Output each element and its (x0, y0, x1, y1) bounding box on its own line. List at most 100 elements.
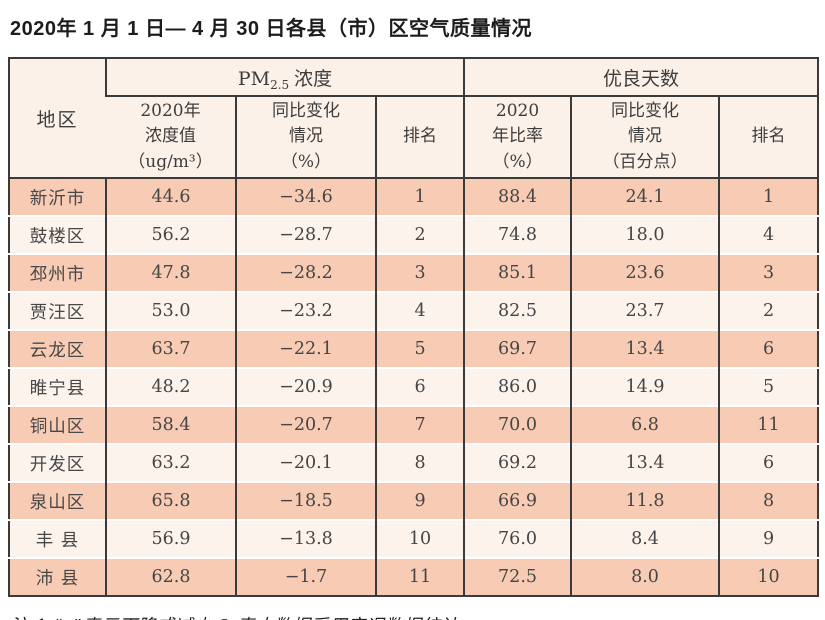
good-ratio-cell: 69.7 (463, 330, 572, 368)
table-header: 地区 PM2.5 浓度 优良天数 2020年 浓度值 （ug/m³） 同比变化 情… (9, 58, 819, 179)
region-cell: 新沂市 (29, 188, 86, 209)
pm-rank-cell: 7 (374, 406, 465, 444)
good-rank-cell: 1 (718, 178, 819, 216)
header-sub-row: 2020年 浓度值 （ug/m³） 同比变化 情况 （%） 排名 2020 年比… (9, 96, 819, 179)
pm-value-cell: 56.2 (105, 216, 236, 254)
pm-rank-cell: 2 (374, 216, 465, 254)
region-cell: 丰 县 (35, 530, 80, 551)
air-quality-table: 地区 PM2.5 浓度 优良天数 2020年 浓度值 （ug/m³） 同比变化 情… (8, 57, 820, 597)
pm-change-cell: −20.7 (235, 406, 376, 444)
pm-value-cell: 63.7 (105, 330, 236, 368)
good-rank-cell: 5 (718, 368, 819, 406)
good-change-cell: 6.8 (570, 406, 720, 444)
header-group-row: 地区 PM2.5 浓度 优良天数 (9, 58, 819, 179)
header-pm-rank: 排名 (374, 96, 465, 179)
pm-value-cell: 63.2 (105, 444, 236, 482)
page-title: 2020年 1 月 1 日— 4 月 30 日各县（市）区空气质量情况 (10, 18, 533, 40)
pm-change-cell: −28.2 (235, 254, 376, 292)
good-rank-cell: 8 (718, 482, 819, 520)
pm-rank-cell: 9 (374, 482, 465, 520)
good-ratio-cell: 70.0 (463, 406, 572, 444)
good-change-cell: 18.0 (570, 216, 720, 254)
good-rank-cell: 6 (718, 444, 819, 482)
region-cell: 沛 县 (35, 568, 80, 589)
good-change-cell: 13.4 (570, 444, 720, 482)
table-row: 云龙区 63.7 −22.1 5 69.7 13.4 6 (9, 330, 819, 368)
region-cell: 邳州市 (29, 264, 86, 285)
good-change-cell: 11.8 (570, 482, 720, 520)
pm-change-cell: −20.1 (235, 444, 376, 482)
table-body: 新沂市 44.6 −34.6 1 88.4 24.1 1 鼓楼区 56.2 −2… (9, 178, 819, 596)
pm-rank-cell: 4 (374, 292, 465, 330)
pm-change-cell: −18.5 (235, 482, 376, 520)
table-row: 新沂市 44.6 −34.6 1 88.4 24.1 1 (9, 178, 819, 216)
good-change-cell: 14.9 (570, 368, 720, 406)
table-row: 泉山区 65.8 −18.5 9 66.9 11.8 8 (9, 482, 819, 520)
pm-rank-cell: 3 (374, 254, 465, 292)
pm-rank-cell: 10 (374, 520, 465, 558)
header-good-rank: 排名 (718, 96, 819, 179)
pm-change-cell: −22.1 (235, 330, 376, 368)
pm-rank-cell: 5 (374, 330, 465, 368)
pm-change-cell: −1.7 (235, 558, 376, 596)
good-change-cell: 8.0 (570, 558, 720, 596)
region-cell: 铜山区 (29, 416, 86, 437)
region-cell: 睢宁县 (29, 378, 86, 399)
region-cell: 云龙区 (29, 340, 86, 361)
header-good-change: 同比变化 情况 （百分点） (570, 96, 720, 179)
good-ratio-cell: 86.0 (463, 368, 572, 406)
table-row: 沛 县 62.8 −1.7 11 72.5 8.0 10 (9, 558, 819, 596)
pm-value-cell: 53.0 (105, 292, 236, 330)
good-ratio-cell: 66.9 (463, 482, 572, 520)
pm25-label-prefix: PM (237, 67, 271, 90)
pm-rank-cell: 8 (374, 444, 465, 482)
good-rank-cell: 2 (718, 292, 819, 330)
pm-change-cell: −23.2 (235, 292, 376, 330)
region-cell: 泉山区 (29, 492, 86, 513)
good-change-cell: 24.1 (570, 178, 720, 216)
header-group-good-days: 优良天数 (463, 58, 819, 97)
table-row: 贾汪区 53.0 −23.2 4 82.5 23.7 2 (9, 292, 819, 330)
good-rank-cell: 11 (718, 406, 819, 444)
table-row: 开发区 63.2 −20.1 8 69.2 13.4 6 (9, 444, 819, 482)
pm-rank-cell: 1 (374, 178, 465, 216)
header-good-ratio: 2020 年比率 （%） (463, 96, 572, 179)
header-pm-change: 同比变化 情况 （%） (235, 96, 376, 179)
good-change-cell: 23.6 (570, 254, 720, 292)
good-rank-cell: 9 (718, 520, 819, 558)
header-region: 地区 (9, 58, 106, 179)
header-pm-value: 2020年 浓度值 （ug/m³） (106, 96, 236, 179)
table-row: 睢宁县 48.2 −20.9 6 86.0 14.9 5 (9, 368, 819, 406)
pm-value-cell: 58.4 (105, 406, 236, 444)
region-cell: 贾汪区 (29, 302, 86, 323)
good-change-cell: 23.7 (570, 292, 720, 330)
pm-value-cell: 56.9 (105, 520, 236, 558)
good-ratio-cell: 69.2 (463, 444, 572, 482)
pm-change-cell: −13.8 (235, 520, 376, 558)
footnote: 注:1.“–”表示下降或减少;2.表中数据采用实况数据统计。 (10, 612, 817, 620)
table-row: 邳州市 47.8 −28.2 3 85.1 23.6 3 (9, 254, 819, 292)
good-rank-cell: 6 (718, 330, 819, 368)
header-group-pm25: PM2.5 浓度 (104, 58, 465, 97)
pm25-label-subscript: 2.5 (270, 77, 290, 92)
good-change-cell: 8.4 (570, 520, 720, 558)
pm-value-cell: 47.8 (105, 254, 236, 292)
table-row: 丰 县 56.9 −13.8 10 76.0 8.4 9 (9, 520, 819, 558)
good-ratio-cell: 88.4 (463, 178, 572, 216)
pm-rank-cell: 11 (374, 558, 465, 596)
pm-change-cell: −20.9 (235, 368, 376, 406)
pm25-label-suffix: 浓度 (294, 67, 333, 90)
pm-rank-cell: 6 (374, 368, 465, 406)
pm-value-cell: 62.8 (105, 558, 236, 596)
region-cell: 开发区 (29, 454, 86, 475)
good-rank-cell: 10 (718, 558, 819, 596)
region-cell: 鼓楼区 (29, 226, 86, 247)
good-ratio-cell: 72.5 (463, 558, 572, 596)
good-ratio-cell: 74.8 (463, 216, 572, 254)
good-ratio-cell: 85.1 (463, 254, 572, 292)
good-rank-cell: 4 (718, 216, 819, 254)
good-rank-cell: 3 (718, 254, 819, 292)
pm-value-cell: 65.8 (105, 482, 236, 520)
pm-value-cell: 48.2 (105, 368, 236, 406)
